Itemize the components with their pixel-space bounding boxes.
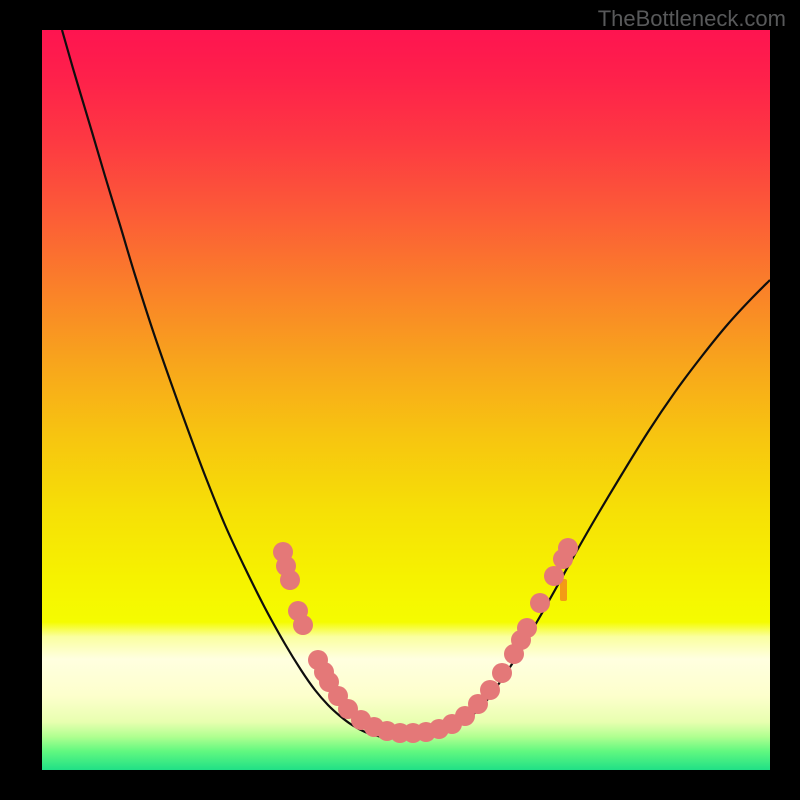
curve-marker: [280, 570, 300, 590]
curve-marker: [492, 663, 512, 683]
chart-container: TheBottleneck.com: [0, 0, 800, 800]
curve-marker: [558, 538, 578, 558]
plot-background: [42, 30, 770, 770]
curve-marker: [293, 615, 313, 635]
chart-svg: [0, 0, 800, 800]
curve-marker: [480, 680, 500, 700]
curve-marker: [517, 618, 537, 638]
curve-marker: [544, 566, 564, 586]
watermark-text: TheBottleneck.com: [598, 6, 786, 32]
curve-marker: [530, 593, 550, 613]
